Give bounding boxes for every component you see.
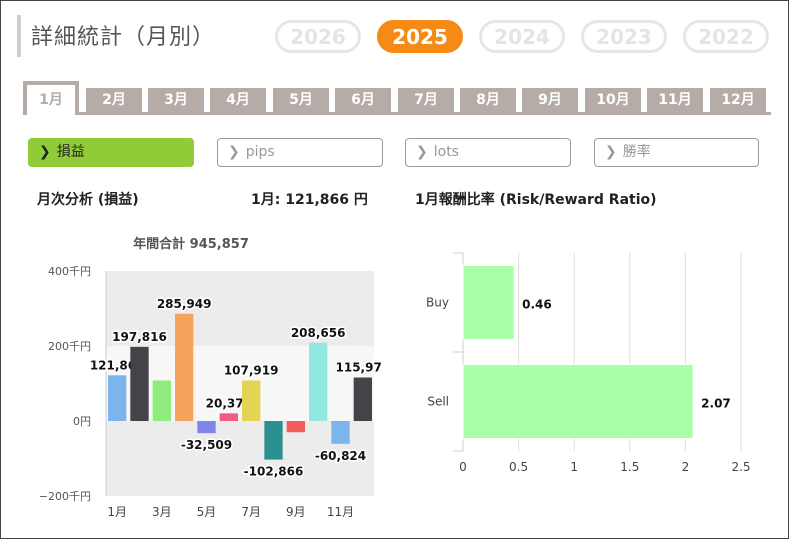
title-accent-bar bbox=[17, 15, 21, 57]
x-tick-label: 5月 bbox=[197, 505, 217, 519]
category-label: Buy bbox=[426, 296, 449, 310]
chevron-right-icon: ❯ bbox=[39, 144, 51, 160]
x-tick-label: 2 bbox=[682, 460, 690, 474]
bar-6月 bbox=[219, 413, 238, 421]
y-tick-label: 0円 bbox=[73, 415, 91, 428]
x-tick-label: 7月 bbox=[241, 505, 261, 519]
year-button-2023[interactable]: 2023 bbox=[581, 20, 667, 53]
page-title: 詳細統計（月別） bbox=[31, 25, 216, 50]
month-value-label: 1月: bbox=[251, 192, 281, 208]
tab-month-3[interactable]: 3月 bbox=[148, 88, 204, 113]
bar-1月 bbox=[108, 375, 127, 421]
tab-month-9[interactable]: 9月 bbox=[522, 88, 578, 113]
bar-3月 bbox=[152, 380, 171, 421]
y-tick-label: 400千円 bbox=[48, 265, 91, 278]
tab-month-2[interactable]: 2月 bbox=[86, 88, 142, 113]
metric-label: 勝率 bbox=[622, 144, 651, 160]
y-tick-label: −200千円 bbox=[39, 490, 91, 503]
chevron-right-icon: ❯ bbox=[416, 144, 428, 160]
data-label: 115,979 bbox=[336, 361, 381, 375]
data-label: -32,509 bbox=[181, 438, 232, 452]
tab-month-4[interactable]: 4月 bbox=[210, 88, 266, 113]
tab-month-1[interactable]: 1月 bbox=[23, 81, 79, 115]
metric-label: 損益 bbox=[56, 144, 85, 160]
year-button-2026[interactable]: 2026 bbox=[275, 20, 361, 53]
metric-button-pips[interactable]: ❯ pips bbox=[217, 138, 383, 167]
tab-month-6[interactable]: 6月 bbox=[335, 88, 391, 113]
year-button-2025[interactable]: 2025 bbox=[377, 20, 463, 53]
x-tick-label: 3月 bbox=[152, 505, 172, 519]
plot-band bbox=[106, 271, 374, 346]
data-label: -102,866 bbox=[244, 465, 304, 479]
metric-button-lots[interactable]: ❯ lots bbox=[405, 138, 571, 167]
x-tick-label: 0.5 bbox=[509, 460, 528, 474]
data-label: 208,656 bbox=[291, 326, 346, 340]
chart-title: 年間合計 945,857 bbox=[133, 236, 249, 252]
data-label: -60,824 bbox=[315, 449, 366, 463]
metric-button-winrate[interactable]: ❯ 勝率 bbox=[594, 138, 759, 167]
risk-reward-chart: 0 0.5 1 1.5 2 2.5 Buy 0.46 Sell 2.07 bbox=[426, 252, 751, 474]
tab-month-7[interactable]: 7月 bbox=[398, 88, 454, 113]
metric-button-profit[interactable]: ❯ 損益 bbox=[28, 138, 194, 167]
year-button-2022[interactable]: 2022 bbox=[683, 20, 769, 53]
tab-month-5[interactable]: 5月 bbox=[273, 88, 329, 113]
year-button-2024[interactable]: 2024 bbox=[479, 20, 565, 53]
x-tick-label: 9月 bbox=[286, 505, 306, 519]
x-tick-label: 11月 bbox=[327, 505, 354, 519]
x-tick-label: 1.5 bbox=[620, 460, 639, 474]
bar-9月 bbox=[286, 421, 305, 433]
data-label: 107,919 bbox=[224, 364, 279, 378]
data-label: 285,949 bbox=[157, 297, 212, 311]
bar-Buy bbox=[462, 265, 515, 340]
bar-10月 bbox=[309, 342, 328, 421]
metric-label: pips bbox=[245, 144, 275, 160]
chevron-right-icon: ❯ bbox=[228, 144, 240, 160]
x-tick-label: 0 bbox=[459, 460, 467, 474]
bar-8月 bbox=[264, 421, 283, 460]
bar-12月 bbox=[353, 377, 372, 421]
tab-month-10[interactable]: 10月 bbox=[585, 88, 641, 113]
bar-4月 bbox=[175, 313, 194, 421]
month-tabs-baseline bbox=[23, 112, 771, 115]
tab-month-11[interactable]: 11月 bbox=[647, 88, 703, 113]
monthly-analysis-header: 月次分析 (損益) bbox=[37, 192, 139, 208]
bar-7月 bbox=[242, 380, 261, 421]
bar-11月 bbox=[331, 421, 350, 444]
y-tick-label: 200千円 bbox=[48, 340, 91, 353]
x-tick-label: 1 bbox=[570, 460, 578, 474]
tab-month-8[interactable]: 8月 bbox=[460, 88, 516, 113]
metric-label: lots bbox=[433, 144, 459, 160]
plot-band bbox=[106, 346, 374, 421]
data-label: 197,816 bbox=[112, 330, 167, 344]
data-label: 2.07 bbox=[701, 397, 731, 411]
bar-5月 bbox=[197, 421, 216, 434]
category-label: Sell bbox=[427, 395, 449, 409]
monthly-profit-chart: 年間合計 945,857400千円200千円0円−200千円121,866197… bbox=[39, 236, 381, 519]
risk-reward-header: 1月報酬比率 (Risk/Reward Ratio) bbox=[415, 192, 657, 208]
data-label: 20,370 bbox=[206, 396, 252, 410]
x-tick-label: 2.5 bbox=[731, 460, 750, 474]
month-value: 1月: 121,866 円 bbox=[251, 189, 368, 209]
month-value-amount: 121,866 円 bbox=[285, 192, 368, 208]
data-label: 0.46 bbox=[522, 298, 552, 312]
x-tick-label: 1月 bbox=[107, 505, 127, 519]
bar-Sell bbox=[462, 364, 694, 439]
bar-2月 bbox=[130, 346, 149, 421]
chevron-right-icon: ❯ bbox=[605, 144, 617, 160]
plot-band bbox=[106, 421, 374, 496]
tab-month-12[interactable]: 12月 bbox=[710, 88, 766, 113]
